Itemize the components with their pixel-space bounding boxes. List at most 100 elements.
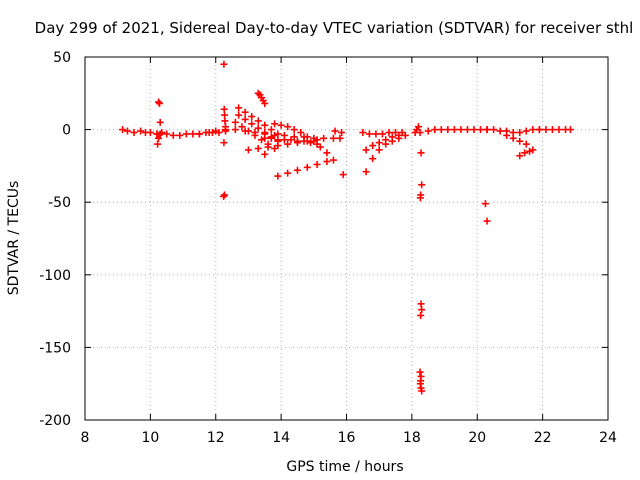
x-tick-label: 18 <box>403 430 421 446</box>
data-point <box>522 140 530 148</box>
data-point <box>274 136 282 144</box>
x-tick-label: 24 <box>599 430 617 446</box>
data-point <box>261 121 269 129</box>
data-point <box>313 140 321 148</box>
data-point <box>156 118 164 126</box>
data-point <box>336 134 344 142</box>
data-point <box>220 139 228 147</box>
data-point <box>369 142 377 150</box>
data-point <box>261 150 269 158</box>
data-point <box>417 311 425 319</box>
data-point <box>490 126 498 134</box>
data-point <box>362 168 370 176</box>
data-point <box>155 98 163 106</box>
data-point <box>516 152 524 160</box>
data-point <box>516 129 524 137</box>
data-point <box>418 181 426 189</box>
data-point <box>277 121 285 129</box>
data-point <box>244 146 252 154</box>
data-point <box>375 139 383 147</box>
data-point <box>392 129 400 137</box>
data-point <box>463 126 471 134</box>
data-point <box>516 137 524 145</box>
data-point <box>137 127 145 135</box>
data-point <box>130 129 138 137</box>
data-point <box>313 160 321 168</box>
data-point <box>331 127 339 135</box>
data-point <box>329 134 337 142</box>
data-point <box>457 126 465 134</box>
data-point <box>416 368 424 376</box>
data-point <box>155 134 163 142</box>
data-point <box>222 126 230 134</box>
data-point <box>481 200 489 208</box>
data-point <box>182 130 190 138</box>
y-tick-label: -100 <box>39 268 71 284</box>
axis-ticks: 8 10 12 14 16 18 20 22 24 50 0 -50 -100 -150 -200 <box>39 50 617 446</box>
data-point <box>416 194 424 202</box>
data-point <box>329 156 337 164</box>
data-point <box>212 127 220 135</box>
data-point <box>375 146 383 154</box>
data-point <box>431 126 439 134</box>
data-point <box>284 169 292 177</box>
data-points <box>119 60 574 395</box>
data-point <box>267 134 275 142</box>
data-point <box>205 129 213 137</box>
data-point <box>470 126 478 134</box>
data-point <box>220 60 228 68</box>
data-point <box>244 127 252 135</box>
data-point <box>320 134 328 142</box>
data-point <box>417 149 425 157</box>
data-point <box>362 146 370 154</box>
data-point <box>521 149 529 157</box>
data-point <box>339 171 347 179</box>
data-point <box>477 126 485 134</box>
data-point <box>388 133 396 141</box>
data-point <box>444 126 452 134</box>
data-point <box>271 120 279 128</box>
data-point <box>220 192 228 200</box>
data-point <box>483 217 491 225</box>
grid <box>85 57 608 420</box>
data-point <box>566 126 574 134</box>
data-point <box>254 117 262 125</box>
data-point <box>526 147 534 155</box>
data-point <box>176 131 184 139</box>
x-tick-label: 10 <box>141 430 159 446</box>
data-point <box>382 136 390 144</box>
data-point <box>258 136 266 144</box>
data-point <box>522 127 530 135</box>
chart-title: Day 299 of 2021, Sidereal Day-to-day VTE… <box>35 19 634 37</box>
x-tick-label: 8 <box>81 430 90 446</box>
data-point <box>398 129 406 137</box>
x-tick-label: 12 <box>207 430 225 446</box>
data-point <box>535 126 543 134</box>
data-point <box>231 118 239 126</box>
data-point <box>156 99 164 107</box>
data-point <box>154 140 162 148</box>
data-point <box>503 131 511 139</box>
data-point <box>369 155 377 163</box>
data-point <box>385 129 393 137</box>
data-point <box>254 89 262 97</box>
x-tick-label: 20 <box>468 430 486 446</box>
data-point <box>163 130 171 138</box>
data-point <box>300 137 308 145</box>
data-point <box>254 124 262 132</box>
data-point <box>372 130 380 138</box>
y-axis-label: SDTVAR / TECUs <box>6 181 22 296</box>
data-point <box>359 129 367 137</box>
data-point <box>548 126 556 134</box>
data-point <box>261 99 269 107</box>
data-point <box>254 144 262 152</box>
data-point <box>238 123 246 131</box>
data-point <box>241 108 249 116</box>
data-point <box>293 166 301 174</box>
data-point <box>264 143 272 151</box>
data-point <box>529 126 537 134</box>
data-point <box>303 163 311 171</box>
data-point <box>251 131 259 139</box>
data-point <box>231 126 239 134</box>
data-point <box>307 139 315 147</box>
